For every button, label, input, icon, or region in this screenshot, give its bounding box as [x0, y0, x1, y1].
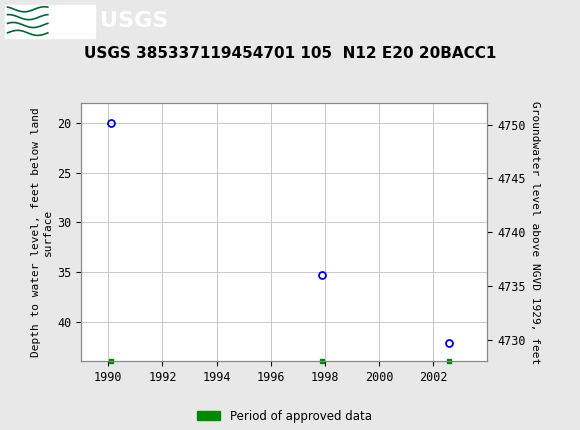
- Text: USGS 385337119454701 105  N12 E20 20BACC1: USGS 385337119454701 105 N12 E20 20BACC1: [84, 46, 496, 61]
- Text: USGS: USGS: [100, 11, 169, 31]
- Y-axis label: Depth to water level, feet below land
surface: Depth to water level, feet below land su…: [31, 108, 53, 357]
- Y-axis label: Groundwater level above NGVD 1929, feet: Groundwater level above NGVD 1929, feet: [530, 101, 539, 364]
- Legend: Period of approved data: Period of approved data: [192, 405, 376, 427]
- FancyBboxPatch shape: [5, 5, 95, 37]
